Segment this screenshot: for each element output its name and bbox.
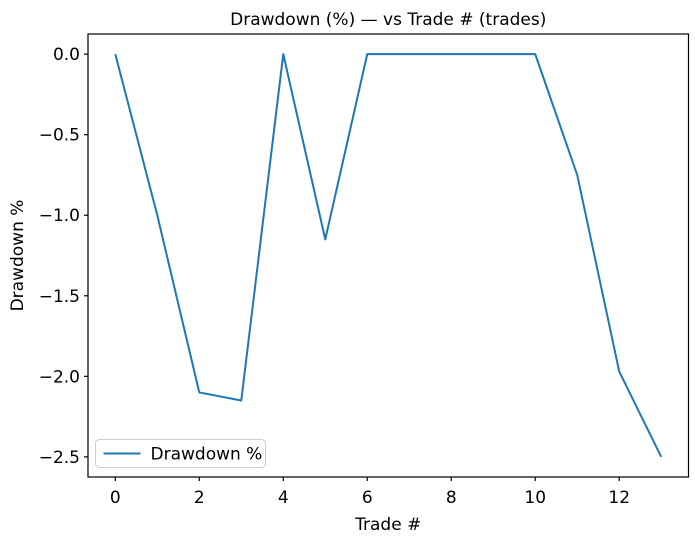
y-tick-label: −1.0 bbox=[39, 206, 80, 226]
x-tick-label: 4 bbox=[278, 488, 289, 508]
legend-label: Drawdown % bbox=[151, 445, 263, 465]
x-axis-label: Trade # bbox=[354, 515, 421, 535]
y-tick-label: −0.5 bbox=[39, 126, 80, 146]
chart-title: Drawdown (%) — vs Trade # (trades) bbox=[230, 10, 546, 30]
x-tick-label: 10 bbox=[524, 488, 546, 508]
drawdown-line bbox=[114, 53, 663, 458]
x-tick-label: 8 bbox=[446, 488, 457, 508]
x-tick-label: 2 bbox=[194, 488, 205, 508]
x-tick-label: 6 bbox=[362, 488, 373, 508]
y-tick-label: −2.0 bbox=[39, 367, 80, 387]
legend-box bbox=[95, 439, 266, 468]
axes-spines bbox=[87, 33, 690, 478]
y-axis-label: Drawdown % bbox=[8, 200, 28, 312]
x-tick-label: 12 bbox=[608, 488, 630, 508]
y-tick-label: −1.5 bbox=[39, 287, 80, 307]
y-tick-label: −2.5 bbox=[39, 448, 80, 468]
x-tick-label: 0 bbox=[110, 488, 121, 508]
y-tick-label: 0.0 bbox=[53, 45, 80, 65]
